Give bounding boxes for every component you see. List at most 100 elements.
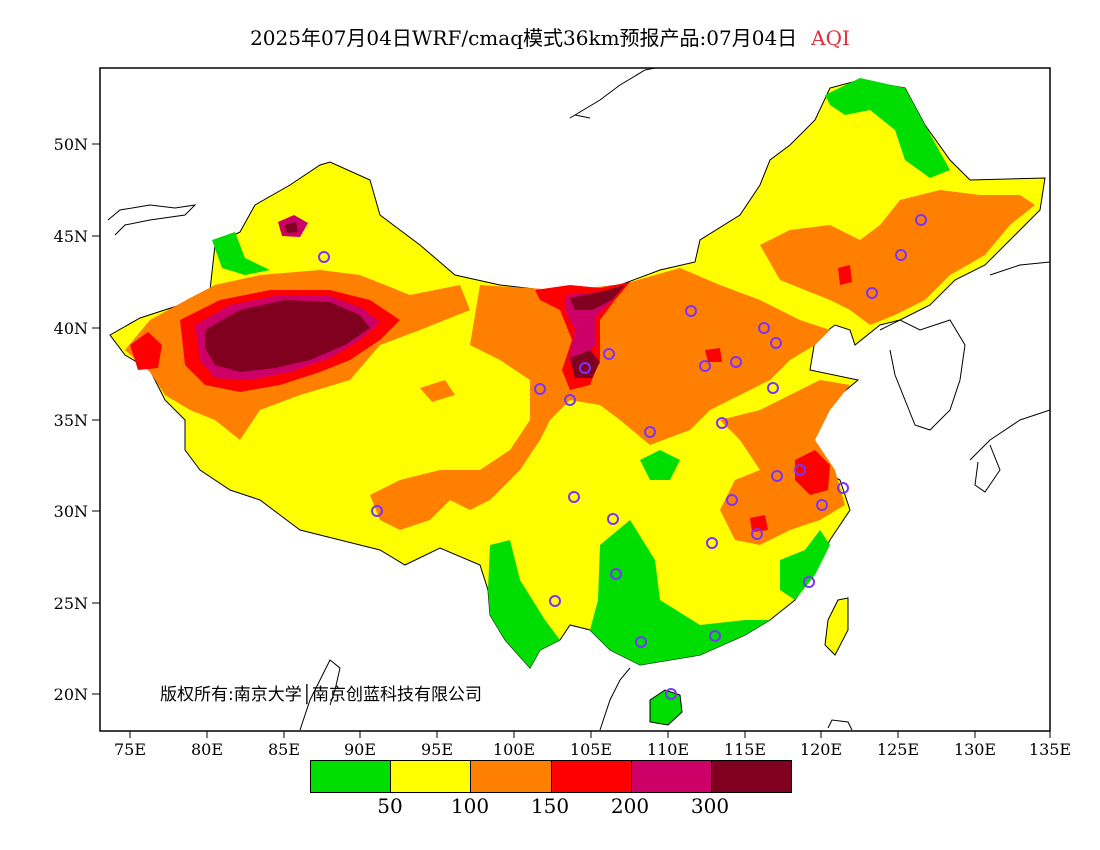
city-marker — [866, 287, 878, 299]
x-tick-label: 105E — [570, 740, 612, 759]
y-tick-label: 40N — [54, 319, 88, 338]
green-fujian — [780, 530, 830, 600]
orange-small-center — [420, 380, 455, 402]
x-tick-labels: 75E 80E 85E 90E 95E 100E 105E 110E 115E … — [114, 740, 1071, 759]
legend-swatch — [551, 761, 632, 792]
city-marker — [603, 348, 615, 360]
x-tick-label: 115E — [724, 740, 766, 759]
city-marker — [610, 568, 622, 580]
darkred-north — [570, 285, 625, 310]
legend-label: 150 — [530, 794, 570, 818]
coastline-kamchatka — [989, 261, 1050, 276]
x-tick-label: 135E — [1029, 740, 1071, 759]
legend-label: 200 — [610, 794, 650, 818]
title-main: 2025年07月04日WRF/cmaq模式36km预报产品:07月04日 — [250, 26, 798, 50]
city-marker — [644, 426, 656, 438]
city-marker — [751, 528, 763, 540]
legend-label: 100 — [450, 794, 490, 818]
coastline-indochina — [299, 659, 341, 731]
legend-swatch — [711, 761, 792, 792]
city-marker — [767, 382, 779, 394]
coastline-vietnam — [599, 667, 631, 731]
city-marker — [758, 322, 770, 334]
city-markers — [318, 214, 927, 700]
city-marker — [699, 360, 711, 372]
city-marker — [665, 688, 677, 700]
city-marker — [607, 513, 619, 525]
map-area — [107, 68, 1050, 731]
y-tick-labels: 50N 45N 40N 35N 30N 25N 20N — [54, 135, 88, 704]
legend-label: 50 — [377, 794, 403, 818]
city-marker — [371, 505, 383, 517]
city-marker — [635, 636, 647, 648]
orange-north — [370, 268, 830, 530]
city-marker — [837, 482, 849, 494]
y-tick-label: 30N — [54, 502, 88, 521]
city-marker — [706, 537, 718, 549]
taiwan — [824, 597, 849, 656]
map-frame — [99, 67, 1051, 732]
legend-swatch — [471, 761, 552, 792]
city-marker — [564, 394, 576, 406]
y-tick-label: 45N — [54, 227, 88, 246]
city-marker — [534, 383, 546, 395]
title-variable: AQI — [811, 26, 850, 50]
x-tick-label: 75E — [114, 740, 146, 759]
green-northwest — [212, 232, 270, 275]
x-tick-label: 100E — [493, 740, 535, 759]
city-marker — [716, 417, 728, 429]
city-marker — [726, 494, 738, 506]
city-marker — [318, 251, 330, 263]
city-marker — [895, 249, 907, 261]
y-axis — [92, 143, 100, 695]
city-marker — [770, 337, 782, 349]
x-tick-label: 120E — [800, 740, 842, 759]
x-tick-label: 110E — [647, 740, 689, 759]
city-marker — [915, 214, 927, 226]
city-marker — [549, 595, 561, 607]
legend-label: 300 — [690, 794, 730, 818]
city-marker — [685, 305, 697, 317]
coastline-philippines — [827, 719, 853, 731]
city-marker — [709, 630, 721, 642]
legend-swatch — [311, 761, 392, 792]
red-anhui — [795, 450, 830, 495]
green-south — [488, 540, 560, 668]
map-title: 2025年07月04日WRF/cmaq模式36km预报产品:07月04日 AQI — [0, 22, 1100, 51]
x-tick-label: 85E — [268, 740, 300, 759]
city-marker — [794, 464, 806, 476]
red-spot-1 — [838, 265, 852, 285]
city-marker — [568, 491, 580, 503]
coastline-japan — [969, 409, 1050, 493]
city-marker — [771, 470, 783, 482]
x-tick-label: 90E — [344, 740, 376, 759]
x-axis — [129, 731, 1051, 738]
coastline-arctic — [569, 68, 656, 119]
green-guangxi — [590, 520, 770, 665]
legend-swatch — [391, 761, 472, 792]
red-west — [130, 332, 162, 370]
darkred-spot — [284, 222, 298, 233]
green-central — [640, 450, 680, 480]
x-tick-label: 95E — [421, 740, 453, 759]
x-tick-label: 80E — [191, 740, 223, 759]
y-tick-label: 25N — [54, 594, 88, 613]
y-tick-label: 35N — [54, 411, 88, 430]
darkred-taklamakan — [205, 300, 370, 372]
x-tick-label: 130E — [954, 740, 996, 759]
city-marker — [816, 499, 828, 511]
city-marker — [803, 576, 815, 588]
red-spot-3 — [705, 348, 722, 362]
color-legend — [310, 760, 792, 793]
red-spot-2 — [750, 515, 768, 532]
city-marker — [730, 356, 742, 368]
legend-swatch — [631, 761, 712, 792]
y-tick-label: 20N — [54, 685, 88, 704]
y-tick-label: 50N — [54, 135, 88, 154]
city-marker — [579, 362, 591, 374]
coastline-lake — [107, 204, 197, 236]
x-tick-label: 125E — [877, 740, 919, 759]
green-northeast — [825, 78, 950, 178]
coastline-korea — [879, 319, 966, 431]
